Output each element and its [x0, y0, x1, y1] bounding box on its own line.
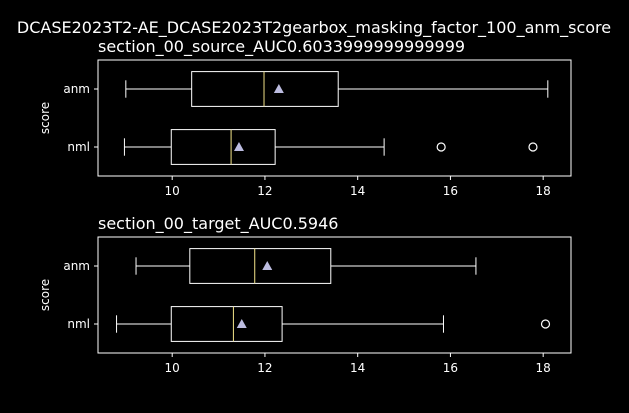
panel-2-xtick-label: 14	[350, 361, 365, 375]
panel-1-xtick-label: 16	[443, 184, 458, 198]
panel-1-ytick-label-nml: nml	[67, 140, 90, 154]
panel-2-xtick-label: 10	[165, 361, 180, 375]
panel-1-title: section_00_source_AUC0.6033999999999999	[98, 37, 465, 57]
panel-2-ytick-label-nml: nml	[67, 317, 90, 331]
panel-2-xtick-label: 18	[536, 361, 551, 375]
panel-1-nml-box	[170, 129, 276, 165]
panel-2-ytick-label-anm: anm	[63, 259, 90, 273]
panel-1-nml-mean-marker	[233, 142, 244, 151]
panel-1-xtick-label: 10	[165, 184, 180, 198]
panel-1-nml-outlier	[436, 142, 446, 152]
panel-2-nml-box	[170, 306, 283, 342]
panel-2-frame	[97, 236, 572, 354]
panel-2-xtick-label: 16	[443, 361, 458, 375]
panel-1-ytick-label-anm: anm	[63, 82, 90, 96]
panel-1-xtick-label: 12	[257, 184, 272, 198]
panel-2-ylabel: score	[38, 279, 52, 311]
panel-2-nml-outlier	[540, 319, 551, 329]
figure-suptitle: DCASE2023T2-AE_DCASE2023T2gearbox_maskin…	[17, 18, 611, 38]
panel-2-title: section_00_target_AUC0.5946	[98, 214, 338, 234]
panel-2-anm-box	[189, 248, 332, 284]
panel-2-nml-mean-marker	[236, 319, 247, 328]
panel-2-xtick-label: 12	[257, 361, 272, 375]
panel-2-anm-mean-marker	[262, 261, 273, 270]
panel-1-xtick-label: 14	[350, 184, 365, 198]
panel-1-anm-mean-marker	[273, 84, 284, 93]
panel-1-frame	[97, 59, 572, 177]
panel-1-ylabel: score	[38, 102, 52, 134]
panel-1-xtick-label: 18	[536, 184, 551, 198]
panel-1-nml-outlier	[528, 142, 538, 152]
panel-1-anm-box	[191, 71, 339, 107]
